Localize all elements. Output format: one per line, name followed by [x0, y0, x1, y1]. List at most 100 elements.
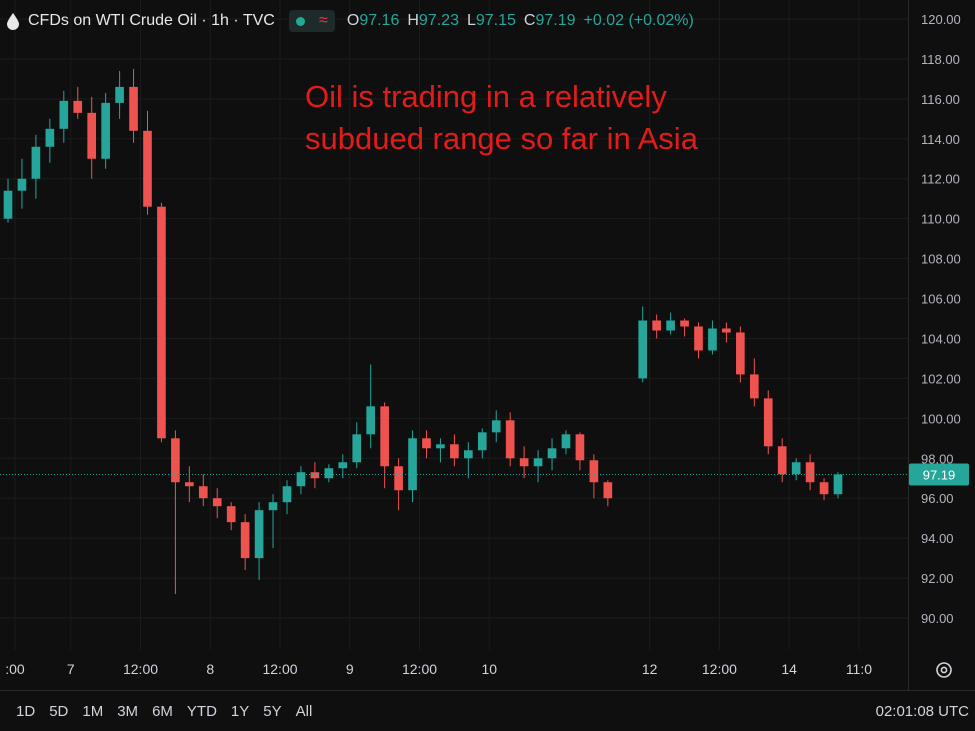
- range-1m-button[interactable]: 1M: [82, 702, 104, 720]
- candle: [436, 438, 445, 463]
- range-6m-button[interactable]: 6M: [152, 702, 173, 720]
- utc-clock[interactable]: 02:01:08 UTC: [875, 703, 969, 720]
- candle: [722, 322, 731, 343]
- gear-icon[interactable]: [934, 660, 954, 680]
- high-label: H: [407, 12, 419, 29]
- x-tick-label: 12:00: [262, 661, 297, 677]
- x-tick-label: 12:00: [402, 661, 437, 677]
- candle: [212, 488, 222, 519]
- candlestick-chart[interactable]: 90.00 92.00 94.00 96.00 98.00 100.00 102.00 104…: [0, 0, 975, 690]
- y-tick-label: 104.00: [921, 331, 961, 346]
- candle: [185, 466, 194, 503]
- candle: [171, 430, 180, 595]
- y-tick-label: 118.00: [921, 52, 960, 67]
- annotation-line-1: Oil is trading in a relatively: [305, 79, 667, 114]
- x-tick-label: 7: [67, 661, 75, 677]
- candle: [73, 86, 83, 119]
- candle: [833, 472, 843, 499]
- y-tick-label: 102.00: [921, 371, 961, 386]
- candle: [680, 318, 689, 337]
- candle: [477, 428, 487, 459]
- high-value: 97.23: [418, 12, 459, 29]
- open-label: O: [346, 12, 360, 29]
- candle: [777, 438, 787, 483]
- candle: [666, 312, 675, 335]
- close-label: C: [523, 12, 536, 29]
- range-ytd-button[interactable]: YTD: [186, 702, 217, 720]
- bottom-toolbar: 1D 5D 1M 3M 6M YTD 1Y 5Y All 02:01:08 UT…: [0, 690, 975, 731]
- candle: [519, 446, 529, 479]
- candle: [296, 466, 306, 495]
- candle: [254, 502, 264, 581]
- candle: [87, 96, 97, 179]
- candle: [603, 480, 613, 507]
- x-tick-label: 14: [781, 661, 797, 677]
- range-all-button[interactable]: All: [295, 702, 313, 720]
- candle: [450, 434, 459, 467]
- x-tick-label: 9: [346, 661, 354, 677]
- y-tick-label: 90.00: [921, 611, 954, 626]
- change-value: +0.02 (+0.02%): [583, 12, 694, 29]
- chart-legend: CFDs on WTI Crude Oil · 1h · TVC ≈ O 97.1…: [6, 8, 694, 34]
- candle: [708, 320, 717, 355]
- candle: [694, 322, 703, 359]
- x-tick-label: 11:0: [846, 661, 872, 677]
- y-tick-label: 114.00: [921, 132, 960, 147]
- x-tick-label: 12:00: [702, 661, 737, 677]
- last-price-badge: [909, 463, 969, 486]
- y-tick-label: 106.00: [921, 292, 961, 307]
- candle: [366, 364, 376, 449]
- low-label: L: [466, 12, 476, 29]
- candle: [198, 474, 208, 507]
- y-tick-label: 108.00: [921, 252, 961, 267]
- candle: [533, 450, 543, 483]
- annotation-line-2: subdued range so far in Asia: [305, 121, 698, 156]
- candle: [491, 410, 501, 443]
- y-axis[interactable]: 90.00 92.00 94.00 96.00 98.00 100.00 102.00 104…: [909, 12, 969, 626]
- x-tick-label: 12:00: [123, 661, 158, 677]
- candle: [505, 412, 515, 467]
- candle: [464, 442, 473, 479]
- wave-icon: ≈: [319, 12, 328, 29]
- range-5y-button[interactable]: 5Y: [263, 702, 282, 720]
- candle: [408, 430, 417, 503]
- range-3m-button[interactable]: 3M: [117, 702, 139, 720]
- candle: [282, 480, 292, 515]
- candle: [422, 430, 431, 459]
- y-tick-label: 110.00: [921, 212, 960, 227]
- market-status-pill[interactable]: ≈: [288, 10, 335, 32]
- last-price-label: 97.19: [923, 467, 956, 482]
- symbol-title[interactable]: CFDs on WTI Crude Oil · 1h · TVC: [28, 12, 275, 29]
- candle: [31, 134, 41, 199]
- candle: [736, 326, 745, 383]
- x-tick-label: 10: [481, 661, 497, 677]
- x-tick-label: :00: [5, 661, 25, 677]
- candle: [791, 458, 801, 481]
- candle: [324, 464, 334, 483]
- candle: [575, 432, 585, 471]
- candle: [129, 68, 138, 143]
- range-1y-button[interactable]: 1Y: [230, 702, 250, 720]
- y-tick-label: 120.00: [921, 12, 961, 27]
- candle: [240, 514, 250, 571]
- range-1d-button[interactable]: 1D: [16, 702, 36, 720]
- candle: [749, 358, 759, 407]
- low-value: 97.15: [475, 12, 516, 29]
- y-tick-label: 116.00: [921, 92, 960, 107]
- candle: [805, 454, 815, 491]
- x-tick-label: 8: [206, 661, 214, 677]
- range-5d-button[interactable]: 5D: [49, 702, 69, 720]
- candle: [394, 458, 403, 511]
- candle: [819, 478, 829, 501]
- candle: [226, 502, 236, 531]
- x-axis[interactable]: :00 7 12:00 8 12:00 9 12:00 10 12 12:00 14 11:0: [5, 661, 872, 677]
- candle: [638, 306, 648, 383]
- x-tick-label: 12: [642, 661, 658, 677]
- candle: [589, 454, 599, 499]
- candle: [157, 202, 166, 443]
- market-open-dot-icon: [295, 16, 305, 26]
- candle: [652, 314, 661, 339]
- y-tick-label: 98.00: [921, 451, 954, 466]
- candle: [115, 70, 124, 119]
